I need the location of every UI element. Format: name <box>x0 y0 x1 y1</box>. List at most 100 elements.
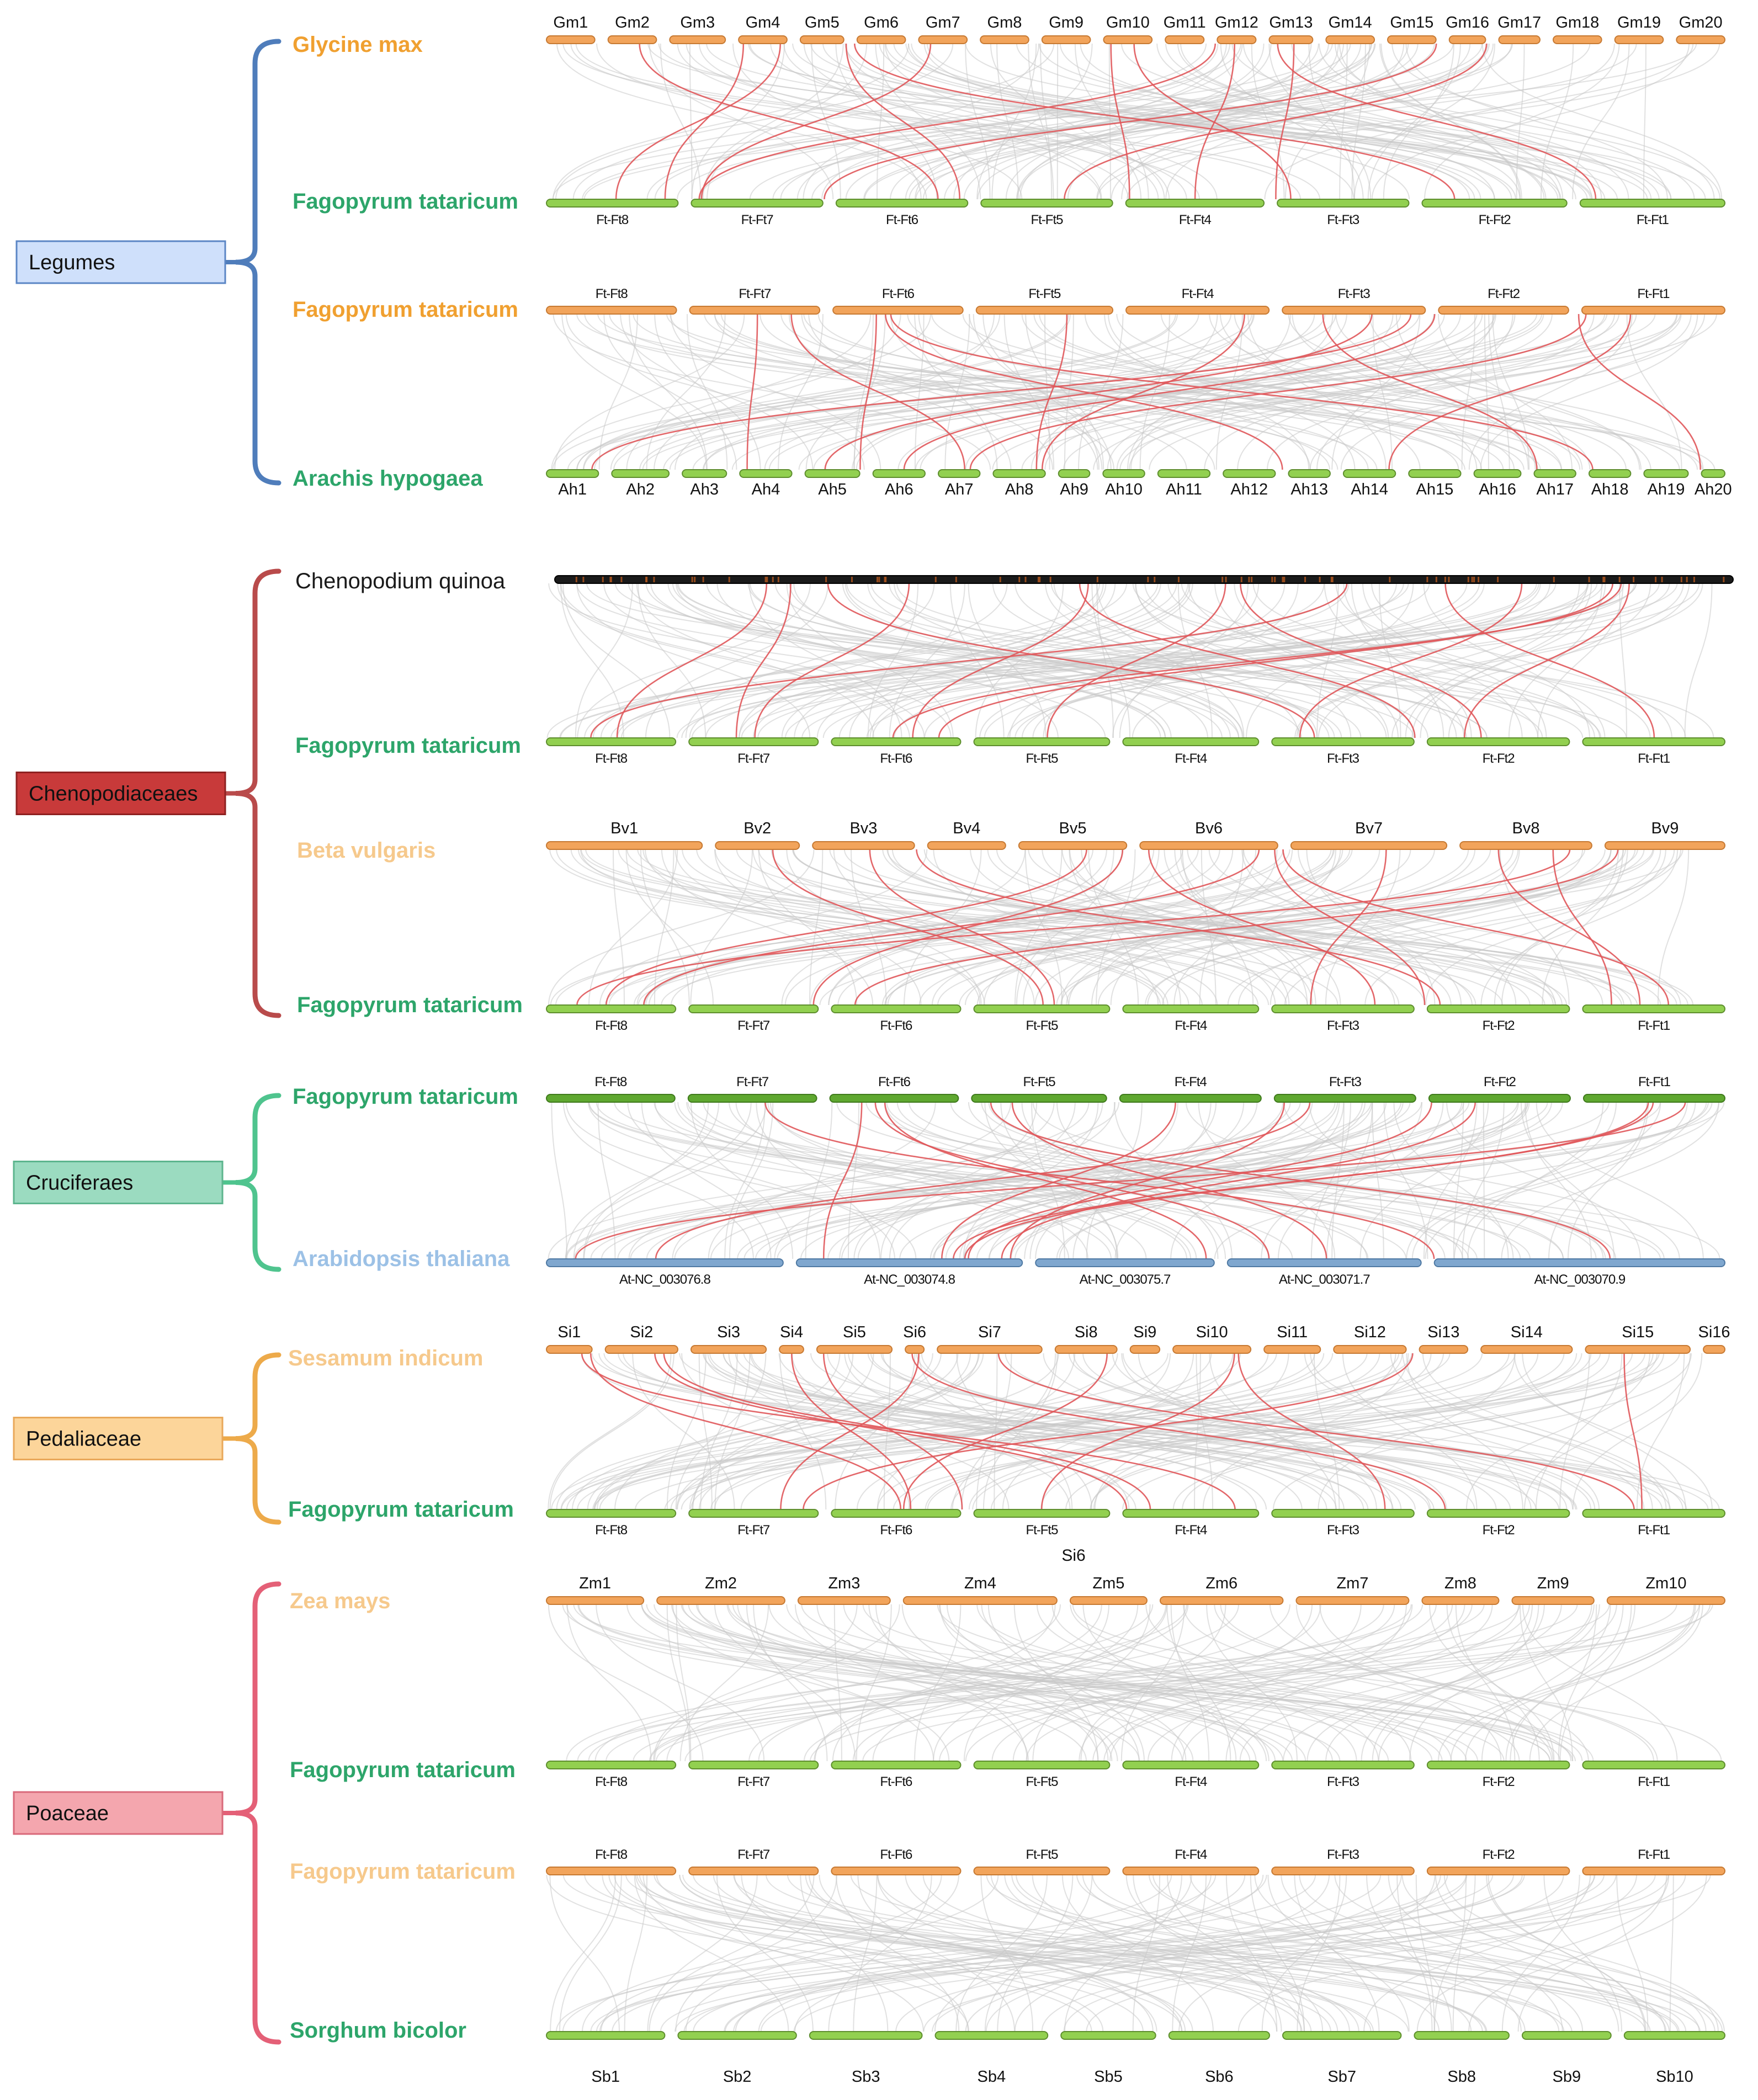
chrom-bar-Si16 <box>1703 1345 1726 1354</box>
quinoa-genome-tick <box>764 577 767 582</box>
chrom-bar-Gm5 <box>799 35 845 44</box>
gray-link <box>1011 1874 1472 2032</box>
chrom-bar-Sb1 <box>546 2031 666 2040</box>
gray-link <box>1443 1874 1719 2032</box>
gray-link <box>768 1604 1194 1762</box>
gray-link <box>1182 1604 1553 1762</box>
gray-link <box>1405 583 1580 738</box>
gray-link <box>577 1604 1293 1762</box>
chrom-bar-Gm1 <box>546 35 596 44</box>
gray-link <box>1516 43 1525 200</box>
chrom-bar-Gm10 <box>1103 35 1153 44</box>
chrom-bar-Ft-Ft7 <box>689 306 821 315</box>
gray-link <box>664 1353 1680 1510</box>
gray-link <box>1567 1102 1649 1259</box>
gray-link <box>1069 849 1313 1006</box>
gray-link <box>870 583 1543 738</box>
chrom-bar-Ft-Ft5 <box>971 1094 1107 1103</box>
quinoa-genome-tick <box>691 577 693 582</box>
gray-link <box>546 1874 1092 2032</box>
red-link <box>790 313 965 470</box>
gray-link <box>1406 1102 1661 1259</box>
gray-link <box>708 1102 936 1259</box>
gray-link <box>843 1604 1257 1762</box>
gray-link <box>581 1353 1136 1510</box>
chrom-bar-Bv7 <box>1290 841 1448 850</box>
gray-link <box>783 43 1159 200</box>
chrom-label: Ah6 <box>885 481 913 498</box>
gray-link <box>1405 43 1668 200</box>
gray-link <box>968 1102 1446 1259</box>
chrom-label: Ft-Ft2 <box>1488 286 1520 301</box>
gray-link <box>640 849 690 1006</box>
chrom-bar-Bv3 <box>812 841 915 850</box>
red-link <box>1277 43 1597 200</box>
gray-link <box>1383 43 1454 200</box>
gray-link <box>637 849 1622 1006</box>
chrom-label: Gm18 <box>1555 14 1599 31</box>
gray-link <box>1310 1353 1645 1510</box>
quinoa-genome-tick <box>1319 577 1321 582</box>
chrom-bar-Bv8 <box>1459 841 1592 850</box>
gray-link <box>624 1874 648 2032</box>
quinoa-genome-tick <box>1680 577 1682 582</box>
chrom-label: Gm4 <box>746 14 780 31</box>
gray-link <box>1501 1102 1719 1259</box>
chrom-bar-Ft-Ft2 <box>1428 1094 1571 1103</box>
chrom-bar-Ft-Ft4 <box>1122 1761 1260 1769</box>
chrom-label: Ft-Ft7 <box>739 286 771 301</box>
chrom-bar-Ft-Ft5 <box>980 199 1113 208</box>
gray-link <box>780 313 1369 470</box>
gray-link <box>1220 1604 1658 1762</box>
gray-link <box>603 583 952 738</box>
chrom-bar-Ah3 <box>682 469 727 478</box>
chrom-bar-Zm8 <box>1421 1596 1500 1605</box>
chrom-label: Ft-Ft8 <box>595 1018 628 1033</box>
gray-link <box>654 313 901 470</box>
highlighted-synteny-links <box>575 43 1701 1510</box>
red-link <box>616 583 768 738</box>
gray-link <box>856 1604 892 1762</box>
chrom-bar-Ft-Ft2 <box>1426 1004 1570 1013</box>
gray-link <box>654 1604 1550 1762</box>
chrom-bar-Gm11 <box>1165 35 1205 44</box>
red-link <box>1133 43 1292 200</box>
red-link <box>1322 313 1538 470</box>
chrom-label: At-NC_003071.7 <box>1279 1272 1370 1287</box>
gray-link <box>1371 583 1672 738</box>
gray-link <box>939 1604 1437 1762</box>
chrom-bar-Ft-Ft7 <box>687 1094 817 1103</box>
red-link <box>606 849 1087 1006</box>
gray-link <box>1361 1604 1545 1762</box>
quinoa-genome-tick <box>575 577 577 582</box>
gray-link <box>925 1353 1510 1510</box>
chrom-bar-Ft-Ft2 <box>1426 1761 1570 1769</box>
gray-link <box>839 1102 1103 1259</box>
gray-link <box>1409 1604 1539 1762</box>
chrom-label: Ft-Ft1 <box>1638 1523 1670 1538</box>
chrom-bar-Si12 <box>1333 1345 1407 1354</box>
chrom-bar-At-NC_003071.7 <box>1226 1258 1422 1267</box>
chrom-label: Ah13 <box>1290 481 1328 498</box>
gray-link <box>886 849 1632 1006</box>
red-link <box>1001 1102 1476 1259</box>
chrom-bar-Ah19 <box>1643 469 1689 478</box>
red-link <box>791 1353 912 1510</box>
chrom-label: Zm10 <box>1645 1575 1686 1592</box>
gray-link <box>1488 1874 1645 2032</box>
gray-link <box>1572 1353 1703 1510</box>
chrom-label: Ft-Ft2 <box>1483 1847 1515 1862</box>
gray-link <box>827 1102 1404 1259</box>
chrom-label: Bv6 <box>1195 820 1223 837</box>
gray-link <box>833 849 1035 1006</box>
red-link <box>1274 849 1426 1006</box>
chrom-label: Ft-Ft7 <box>737 751 770 766</box>
chrom-bar-At-NC_003076.8 <box>546 1258 784 1267</box>
gray-link <box>1519 1604 1574 1762</box>
gray-link <box>1215 313 1243 470</box>
gray-link <box>1540 43 1574 200</box>
red-link <box>916 849 1441 1006</box>
quinoa-genome-tick <box>1330 577 1332 582</box>
gray-link <box>553 313 991 470</box>
